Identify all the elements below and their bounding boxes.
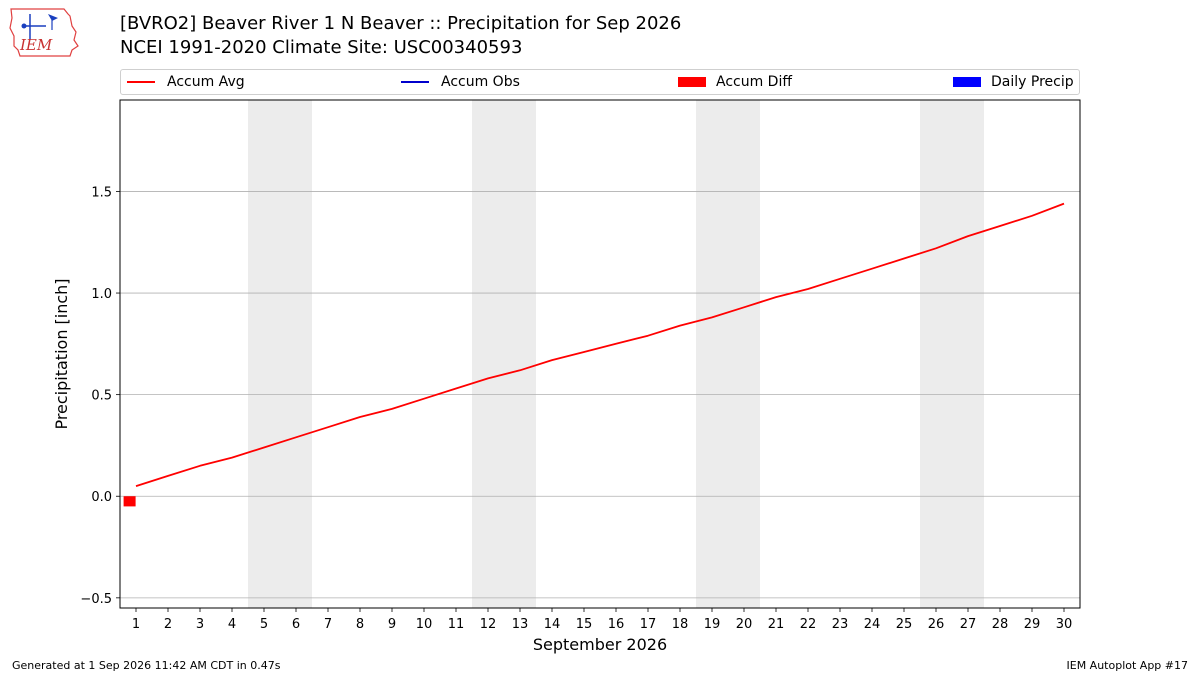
x-tick-label: 20 (736, 617, 753, 632)
legend-label-daily-precip: Daily Precip (991, 74, 1074, 90)
y-axis-label: Precipitation [inch] (52, 278, 71, 429)
weekend-band (472, 100, 536, 608)
app-credit: IEM Autoplot App #17 (1066, 659, 1189, 672)
x-tick-label: 6 (292, 617, 300, 632)
legend-swatch-accum-avg (127, 81, 155, 83)
x-tick-label: 5 (260, 617, 268, 632)
x-tick-label: 7 (324, 617, 332, 632)
x-tick-label: 28 (992, 617, 1009, 632)
x-tick-label: 24 (864, 617, 881, 632)
iem-logo: IEM (9, 8, 79, 57)
x-tick-label: 21 (768, 617, 785, 632)
legend-swatch-daily-precip (953, 77, 981, 87)
y-tick-label: 0.5 (91, 389, 112, 404)
y-tick-label: 1.5 (91, 185, 112, 200)
x-tick-label: 19 (704, 617, 721, 632)
y-tick-label: 1.0 (91, 287, 112, 302)
x-tick-label: 13 (512, 617, 529, 632)
legend-swatch-accum-diff (678, 77, 706, 87)
x-tick-label: 29 (1024, 617, 1041, 632)
x-axis-label: September 2026 (533, 635, 667, 654)
x-tick-label: 16 (608, 617, 625, 632)
generated-timestamp: Generated at 1 Sep 2026 11:42 AM CDT in … (12, 659, 281, 672)
x-tick-label: 11 (448, 617, 465, 632)
y-tick-label: −0.5 (80, 592, 112, 607)
accum-diff-bar (123, 496, 136, 507)
x-tick-label: 1 (132, 617, 140, 632)
x-tick-label: 14 (544, 617, 561, 632)
accum-avg-line (135, 202, 1065, 487)
legend-item-daily-precip: Daily Precip (953, 70, 1074, 94)
y-tick-label: 0.0 (91, 490, 112, 505)
x-tick-label: 18 (672, 617, 689, 632)
legend-item-accum-avg: Accum Avg (127, 70, 245, 94)
x-tick-label: 17 (640, 617, 657, 632)
legend-swatch-accum-obs (401, 81, 429, 83)
weekend-band (696, 100, 760, 608)
chart-subtitle: NCEI 1991-2020 Climate Site: USC00340593 (120, 37, 523, 58)
x-tick-label: 4 (228, 617, 236, 632)
x-tick-label: 22 (800, 617, 817, 632)
x-tick-label: 10 (416, 617, 433, 632)
x-tick-label: 26 (928, 617, 945, 632)
x-tick-label: 2 (164, 617, 172, 632)
legend-label-accum-avg: Accum Avg (167, 74, 245, 90)
x-tick-label: 30 (1056, 617, 1073, 632)
x-tick-label: 8 (356, 617, 364, 632)
x-tick-label: 9 (388, 617, 396, 632)
x-tick-label: 23 (832, 617, 849, 632)
x-tick-label: 15 (576, 617, 593, 632)
x-tick-label: 12 (480, 617, 497, 632)
chart-title: [BVRO2] Beaver River 1 N Beaver :: Preci… (120, 13, 682, 34)
weekend-band (248, 100, 312, 608)
svg-text:IEM: IEM (19, 36, 53, 54)
x-tick-label: 3 (196, 617, 204, 632)
chart-legend: Accum Avg Accum Obs Accum Diff Daily Pre… (120, 69, 1080, 95)
legend-item-accum-diff: Accum Diff (678, 70, 792, 94)
plot-frame (119, 99, 1081, 609)
x-tick-label: 27 (960, 617, 977, 632)
weekend-band (920, 100, 984, 608)
legend-label-accum-obs: Accum Obs (441, 74, 520, 90)
x-tick-label: 25 (896, 617, 913, 632)
legend-label-accum-diff: Accum Diff (716, 74, 793, 90)
legend-item-accum-obs: Accum Obs (401, 70, 520, 94)
